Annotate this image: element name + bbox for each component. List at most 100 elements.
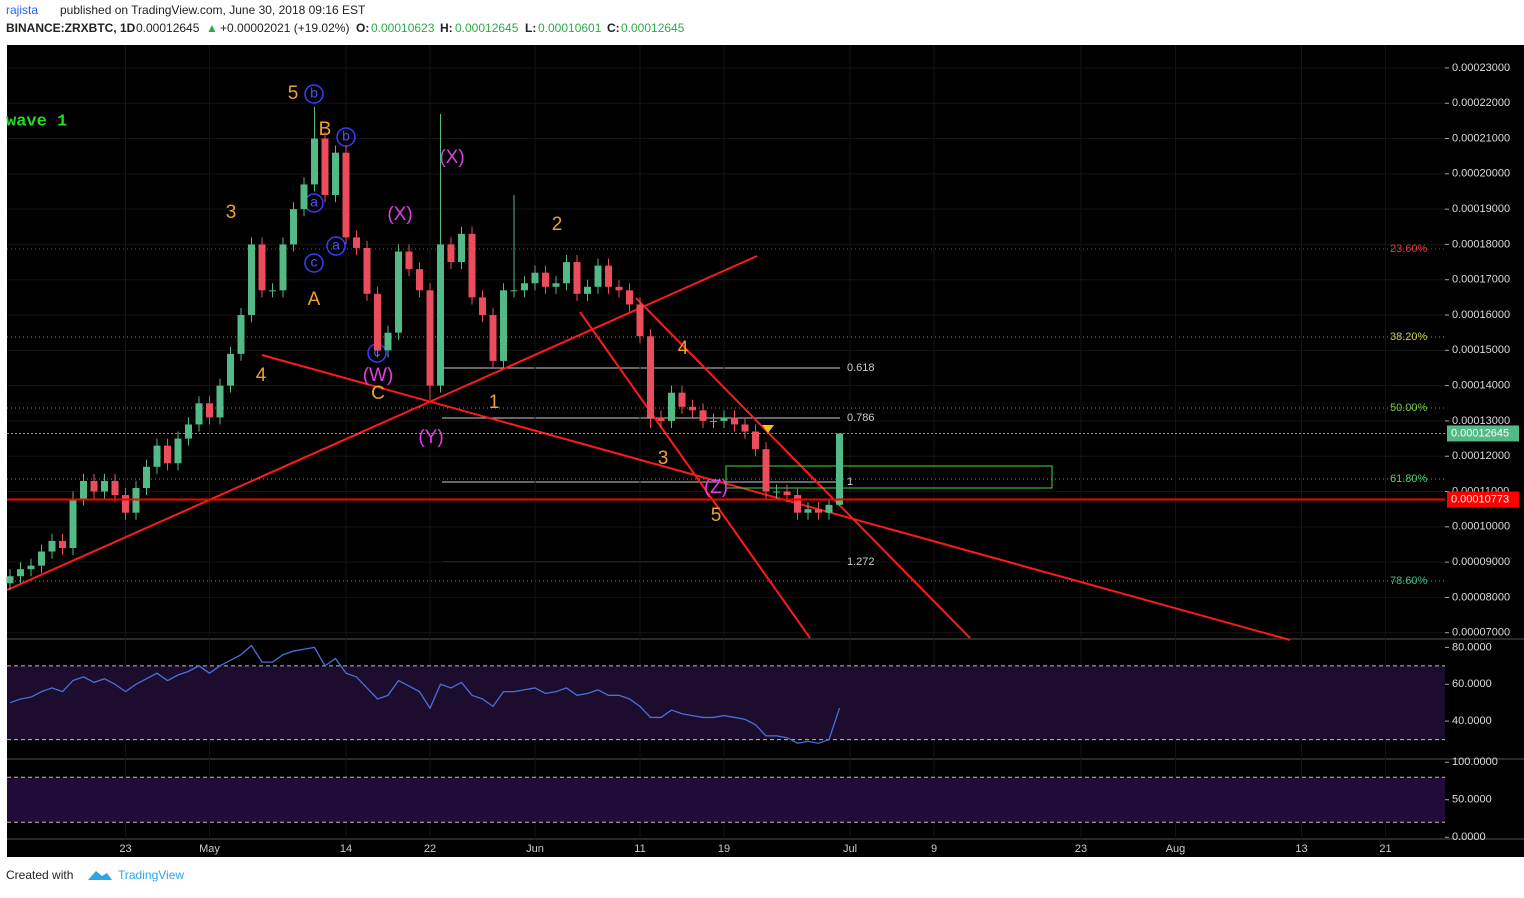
y-tick-label: 0.00021000 (1452, 132, 1510, 144)
candle-body (258, 244, 266, 291)
candle-body (342, 152, 350, 238)
candle-body (458, 233, 465, 263)
candle-body (500, 290, 507, 361)
y-tick-label: 0.00015000 (1452, 344, 1510, 356)
wave-label: b (310, 85, 318, 101)
y-tick-label: 0.00008000 (1452, 591, 1510, 603)
candle-body (815, 509, 822, 513)
candle-body (80, 480, 87, 499)
candle-body (668, 392, 675, 421)
candle-body (27, 565, 35, 570)
candle-body (542, 272, 549, 287)
candle-body (720, 417, 728, 421)
wave-label: B (319, 119, 332, 140)
candle-body (332, 152, 339, 196)
x-tick-label: 19 (718, 843, 730, 855)
circle (326, 236, 346, 256)
wave-label: C (371, 383, 385, 404)
candle-body (69, 498, 77, 548)
header-published: published on TradingView.com, June 30, 2… (60, 3, 366, 17)
fib-label: 38.20% (1390, 331, 1428, 343)
candle-body (626, 290, 633, 305)
candle-body (290, 209, 297, 245)
wave-label: 4 (256, 365, 267, 386)
wave-label: (X) (439, 147, 464, 168)
candle-body (153, 445, 161, 467)
price-tag (1447, 491, 1519, 508)
wave-label: (W) (363, 365, 394, 386)
candle-body (689, 406, 696, 411)
y-tick-label: 0.00022000 (1452, 97, 1510, 109)
candle-body (206, 403, 213, 418)
wave-labels: 5 B 3 A 4 C 1 2 4 3 5 (226, 83, 722, 526)
x-tick-label: 21 (1379, 843, 1391, 855)
candle-body (279, 244, 287, 291)
candle-body (584, 286, 591, 294)
x-tick-label: 9 (931, 843, 937, 855)
circle (304, 253, 324, 273)
overlay: 23.60% 38.20% 50.00% 61.80% 78.60% 0.618… (6, 83, 1445, 744)
wave-label: 5 (711, 505, 722, 526)
price-axis (1445, 45, 1524, 857)
candle-body (783, 491, 791, 496)
price-tag-label: 0.00010773 (1451, 493, 1509, 505)
footer-brand[interactable]: TradingView (118, 868, 184, 882)
candle-body (300, 184, 308, 210)
arrow: ▲ (206, 21, 218, 35)
y-tick-label: 0.00023000 (1452, 62, 1510, 74)
footer-text: Created with (6, 868, 73, 882)
candle-body (479, 297, 486, 316)
l: 0.00010601 (538, 21, 602, 35)
change: +0.00002021 (+19.02%) (220, 21, 349, 35)
wave-label: 4 (678, 338, 689, 359)
candle-body (143, 466, 150, 488)
h: 0.00012645 (455, 21, 519, 35)
candle-body (384, 332, 392, 351)
band (7, 777, 1445, 823)
y-tick-label: 0.00012000 (1452, 450, 1510, 462)
wave-label: A (308, 289, 321, 310)
fib-ext-label: 1.272 (847, 556, 875, 568)
candle-body (615, 286, 623, 291)
y-tick-label: 100.0000 (1452, 756, 1498, 768)
candle-body (699, 410, 707, 421)
candle-body (311, 138, 318, 185)
logo (88, 871, 112, 880)
rsi-line (9, 644, 841, 744)
candle-body (489, 315, 497, 361)
candle-body (825, 504, 833, 513)
candle-body (48, 540, 56, 552)
candle-body (836, 433, 843, 505)
wave-label: (X) (387, 204, 412, 225)
x-tick-label: May (199, 843, 220, 855)
x-tick-label: 22 (424, 843, 436, 855)
candle-body (426, 290, 434, 386)
y-tick-label: 0.00010000 (1452, 521, 1510, 533)
candle-body (237, 315, 245, 354)
c-label: C: (607, 21, 620, 35)
candle-body (531, 272, 539, 284)
footer (0, 857, 1524, 893)
y-tick-label: 50.0000 (1452, 794, 1492, 806)
fib-label: 61.80% (1390, 473, 1428, 485)
header-author: rajista (6, 3, 38, 17)
y-tick-label: 0.00014000 (1452, 380, 1510, 392)
wave-label: 1 (489, 392, 500, 413)
candle-body (437, 244, 444, 386)
candle-body (195, 403, 203, 425)
trendline (6, 255, 758, 591)
major-labels: (X) (X) (W) (Y) (Z) (363, 147, 728, 498)
candle-body (468, 233, 476, 298)
candle-body (164, 445, 171, 464)
candle-body (563, 262, 570, 284)
candle-body (6, 576, 14, 584)
candle-body (794, 495, 801, 513)
wave-label: 3 (658, 448, 669, 469)
y-tick-label: 0.00019000 (1452, 203, 1510, 215)
candle-body (101, 480, 108, 492)
candle-body (111, 480, 119, 496)
y-tick-label: 40.0000 (1452, 715, 1492, 727)
candle-body (647, 336, 654, 418)
wave-label: (Z) (704, 477, 728, 498)
l-label: L: (525, 21, 536, 35)
